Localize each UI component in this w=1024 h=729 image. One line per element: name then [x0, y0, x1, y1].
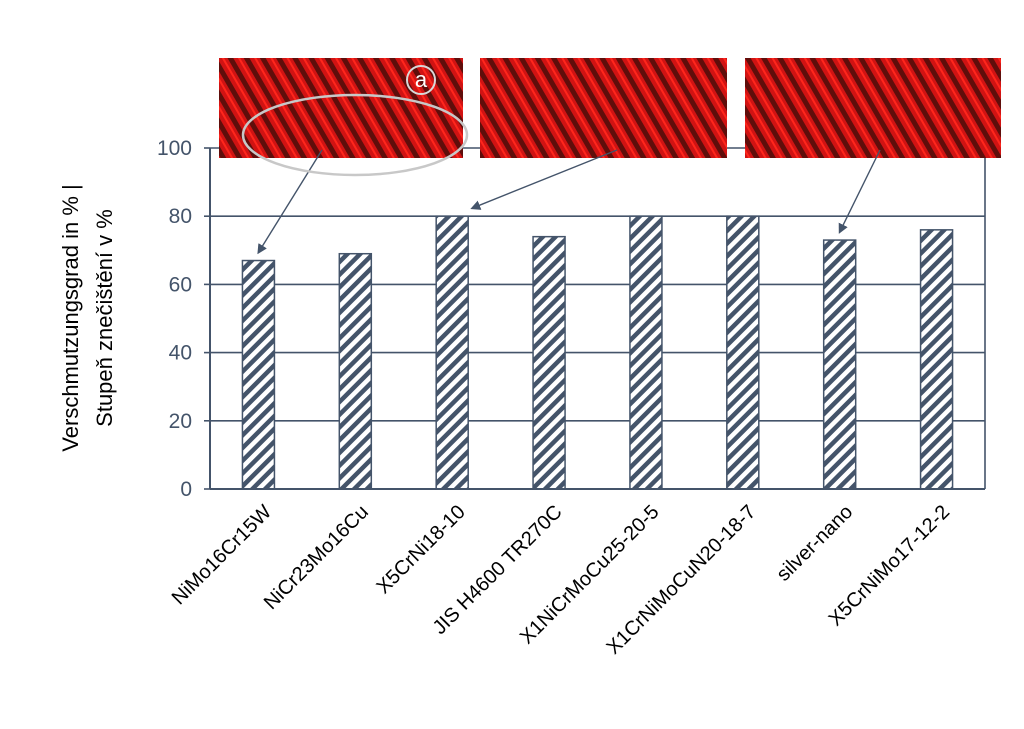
y-axis-title-line2: Stupeň znečištění v % [92, 209, 117, 427]
inset-images: a [219, 58, 1001, 255]
micrograph-image [745, 58, 1001, 158]
y-axis-title: Verschmutzungsgrad in % | Stupeň znečišt… [58, 184, 117, 451]
y-tick-label: 20 [169, 410, 192, 433]
micrograph-image [480, 58, 727, 158]
pointer-arrow [838, 149, 881, 234]
bars [241, 215, 954, 490]
micrograph-tint [219, 58, 463, 158]
y-tick-label: 80 [169, 205, 192, 228]
y-axis-title-line1: Verschmutzungsgrad in % | [58, 184, 83, 451]
bar [338, 252, 373, 490]
micrograph-image [219, 58, 463, 158]
bar [822, 239, 857, 490]
bar [919, 229, 954, 490]
y-tick-label: 100 [157, 137, 192, 160]
bar [241, 259, 276, 490]
x-category-label: silver-nano [772, 501, 857, 586]
y-tick-labels: 0 20 40 60 80 100 [157, 137, 192, 501]
y-tick-label: 60 [169, 273, 192, 296]
pointer-arrow [470, 149, 618, 210]
marker-circle [406, 65, 436, 95]
bar [532, 235, 566, 490]
micrograph-tint [745, 58, 1001, 158]
gridlines [210, 147, 985, 422]
x-category-label: NiMo16Cr15W [168, 501, 276, 609]
bar [726, 215, 760, 490]
highlight-ellipse [241, 93, 469, 177]
pointer-arrow [257, 149, 323, 255]
micrograph-tint [480, 58, 727, 158]
y-tick-label: 0 [180, 478, 192, 501]
axes [204, 147, 986, 490]
y-tick-label: 40 [169, 342, 192, 365]
bar [435, 215, 469, 490]
marker-letter: a [415, 67, 428, 92]
x-category-label: NiCr23Mo16Cu [260, 501, 373, 614]
x-category-label: X5CrNi18-10 [372, 501, 469, 598]
bar [629, 215, 663, 490]
